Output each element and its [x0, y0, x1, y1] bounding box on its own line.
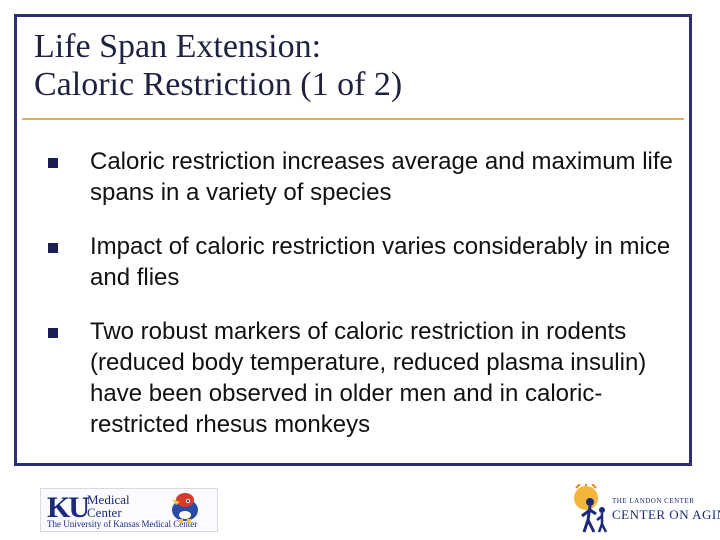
title-line-1: Life Span Extension:	[34, 28, 322, 65]
jayhawk-mascot-icon	[172, 493, 198, 523]
ku-logo-center: Center	[87, 505, 122, 520]
square-bullet-icon	[48, 243, 58, 253]
aging-logo-small-text: THE LANDON CENTER	[612, 497, 695, 505]
bullet-item: Two robust markers of caloric restrictio…	[40, 316, 680, 440]
bullet-item: Caloric restriction increases average an…	[40, 146, 680, 208]
bullet-list: Caloric restriction increases average an…	[40, 146, 680, 463]
ku-logo-university: The University of Kansas Medical Center	[47, 519, 198, 529]
slide-title: Life Span Extension: Caloric Restriction…	[34, 28, 402, 104]
ku-logo-medical: Medical	[87, 492, 130, 507]
title-line-2: Caloric Restriction (1 of 2)	[34, 66, 403, 103]
bullet-text: Impact of caloric restriction varies con…	[90, 233, 671, 291]
bullet-text: Two robust markers of caloric restrictio…	[90, 318, 647, 438]
ku-logo-medical-text: Medical Center	[87, 493, 130, 519]
square-bullet-icon	[48, 158, 58, 168]
ku-medical-center-logo: KU Medical Center The University of Kans…	[40, 488, 218, 532]
ku-logo-mark: KU	[47, 491, 90, 524]
bullet-item: Impact of caloric restriction varies con…	[40, 231, 680, 293]
bullet-text: Caloric restriction increases average an…	[90, 148, 673, 206]
title-divider	[22, 118, 684, 120]
slide-frame	[14, 14, 692, 466]
walking-figures-icon	[574, 484, 608, 533]
aging-logo-big-text: CENTER ON AGING	[612, 507, 720, 522]
square-bullet-icon	[48, 328, 58, 338]
